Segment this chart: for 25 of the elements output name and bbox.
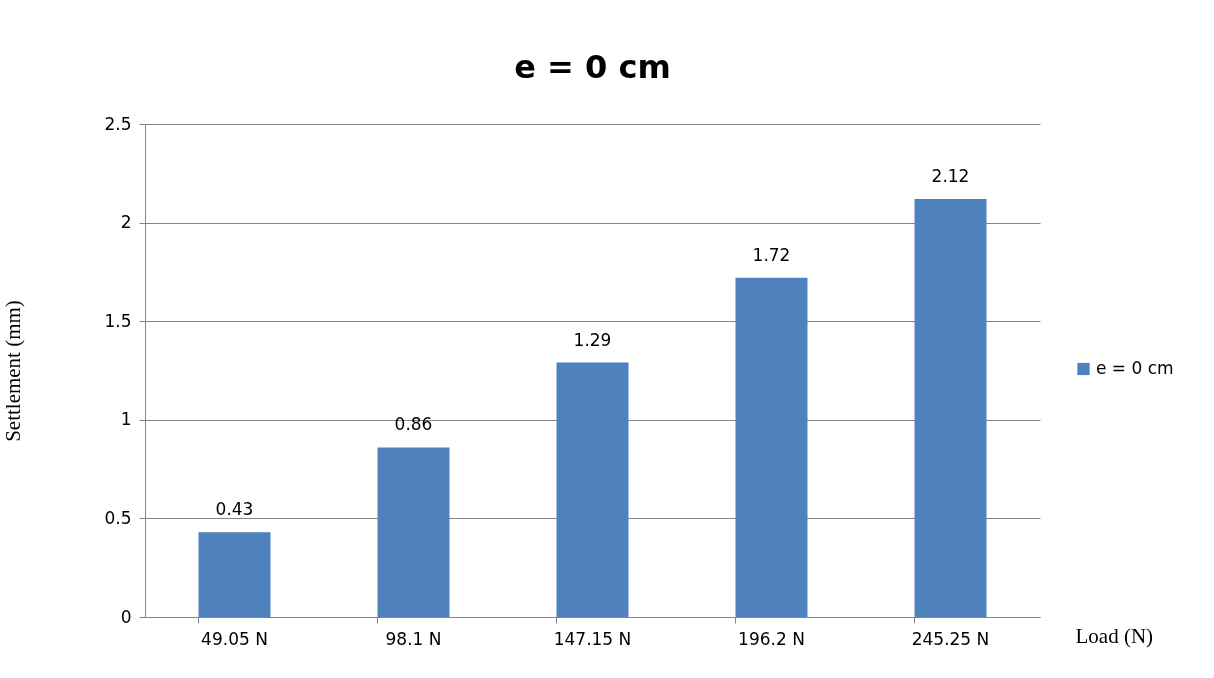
- data-label: 2.12: [931, 165, 970, 186]
- x-tick-label: 98.1 N: [385, 628, 442, 649]
- x-tick-label: 49.05 N: [201, 628, 268, 649]
- data-label: 1.72: [752, 244, 791, 265]
- y-tick-label: 2: [120, 212, 132, 233]
- bar: [914, 198, 987, 617]
- y-axis-title: Settlement (mm): [1, 300, 26, 442]
- y-tick-label: 0: [120, 606, 132, 627]
- chart-title: e = 0 cm: [514, 48, 671, 86]
- bar: [735, 277, 808, 617]
- x-tick-label: 245.25 N: [911, 628, 990, 649]
- y-tick-label: 2.5: [104, 113, 132, 134]
- x-tick-label: 196.2 N: [738, 628, 805, 649]
- bar: [198, 532, 271, 617]
- legend-label: e = 0 cm: [1096, 358, 1174, 378]
- bar: [556, 362, 629, 617]
- x-axis-title: Load (N): [1075, 623, 1154, 648]
- data-label: 0.86: [394, 414, 433, 435]
- y-tick-label: 1.5: [104, 310, 132, 331]
- y-tick-label: 1: [120, 409, 132, 430]
- x-tick-label: 147.15 N: [553, 628, 632, 649]
- bar: [377, 447, 450, 617]
- data-label: 1.29: [573, 329, 612, 350]
- y-tick-label: 0.5: [104, 507, 132, 528]
- data-label: 0.43: [215, 499, 254, 520]
